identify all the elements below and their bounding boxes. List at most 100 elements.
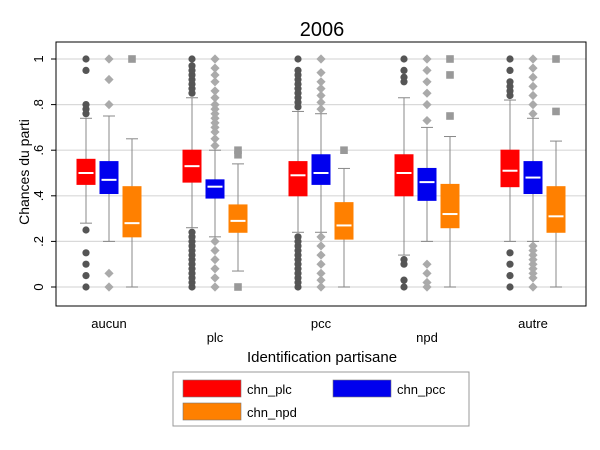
box-chn_pcc-aucun xyxy=(99,54,119,292)
outlier-point xyxy=(446,71,454,79)
outlier-point xyxy=(528,282,538,292)
outlier-point xyxy=(316,259,326,269)
outlier-point xyxy=(82,249,90,257)
outlier-point xyxy=(446,112,454,120)
box-body xyxy=(76,158,96,185)
outlier-point xyxy=(188,55,196,63)
box-chn_pcc-plc xyxy=(205,54,225,292)
outlier-point xyxy=(340,146,348,154)
box-chn_plc-pcc xyxy=(288,55,308,291)
legend: chn_plc chn_pcc chn_npd xyxy=(172,371,470,427)
outlier-point xyxy=(422,277,432,288)
outlier-point xyxy=(528,54,538,64)
box-body xyxy=(500,149,520,188)
box-chn_pcc-npd xyxy=(417,54,437,292)
outlier-point xyxy=(552,107,560,116)
box-chn_npd-npd xyxy=(440,55,460,288)
outlier-point xyxy=(400,55,408,63)
outlier-point xyxy=(400,73,408,81)
box-body xyxy=(334,202,354,240)
box-chn_npd-aucun xyxy=(122,55,142,288)
box-chn_npd-pcc xyxy=(334,146,354,288)
outlier-point xyxy=(506,66,514,74)
box-chn_npd-plc xyxy=(228,146,248,291)
outlier-point xyxy=(422,100,432,110)
outlier-point xyxy=(506,260,514,268)
outlier-point xyxy=(210,93,220,103)
outlier-point xyxy=(82,66,90,74)
outlier-point xyxy=(128,55,136,63)
outlier-point xyxy=(210,134,220,144)
outlier-point xyxy=(422,115,432,126)
outlier-point xyxy=(506,272,514,280)
outlier-point xyxy=(422,65,432,75)
legend-swatch xyxy=(182,379,242,398)
outlier-point xyxy=(104,100,114,110)
outlier-point xyxy=(316,104,326,114)
box-body xyxy=(394,154,414,197)
category-label: autre xyxy=(518,316,548,331)
outlier-point xyxy=(422,77,432,87)
outlier-point xyxy=(210,255,220,265)
outlier-point xyxy=(506,55,514,63)
outlier-point xyxy=(400,283,408,291)
outlier-point xyxy=(104,282,114,292)
outlier-point xyxy=(210,245,220,256)
outlier-point xyxy=(528,81,538,91)
box-chn_pcc-pcc xyxy=(311,54,331,292)
y-tick-label: 1 xyxy=(31,55,46,62)
outlier-point xyxy=(104,54,114,64)
outlier-point xyxy=(528,90,538,101)
outlier-point xyxy=(188,62,196,70)
outlier-point xyxy=(210,63,220,73)
outlier-point xyxy=(528,100,538,110)
outlier-point xyxy=(104,268,114,278)
axes: 0 .2 .4 .6 .8 1 aucun plc pcc npd autre xyxy=(31,41,587,345)
legend-label: chn_pcc xyxy=(397,382,446,397)
outlier-point xyxy=(294,233,302,241)
outlier-point xyxy=(210,77,220,87)
boxes xyxy=(76,54,566,292)
outlier-point xyxy=(188,228,196,236)
outlier-point xyxy=(422,88,432,98)
y-tick-label: 0 xyxy=(31,283,46,290)
box-chn_npd-autre xyxy=(546,55,566,288)
outlier-point xyxy=(400,276,408,284)
outlier-point xyxy=(294,66,302,74)
x-axis-label: Identification partisane xyxy=(247,349,397,366)
outlier-point xyxy=(234,283,242,291)
outlier-point xyxy=(506,283,514,291)
outlier-point xyxy=(400,256,408,264)
outlier-point xyxy=(316,84,326,94)
outlier-point xyxy=(506,249,514,257)
box-chn_plc-aucun xyxy=(76,55,96,291)
outlier-point xyxy=(316,241,326,251)
outlier-point xyxy=(528,241,538,251)
legend-swatch xyxy=(332,379,392,398)
outlier-point xyxy=(104,74,114,85)
outlier-point xyxy=(210,141,220,151)
outlier-point xyxy=(400,66,408,74)
y-tick-label: .2 xyxy=(31,236,46,247)
y-axis-label: Chances du parti xyxy=(16,119,32,225)
category-label: aucun xyxy=(91,316,126,331)
outlier-point xyxy=(316,282,326,292)
outlier-point xyxy=(316,68,326,78)
box-chn_plc-autre xyxy=(500,55,520,291)
box-chn_plc-npd xyxy=(394,55,414,291)
box-body xyxy=(228,204,248,233)
outlier-point xyxy=(446,55,454,63)
outlier-point xyxy=(210,54,220,64)
outlier-point xyxy=(82,101,90,109)
box-chn_plc-plc xyxy=(182,55,202,291)
outlier-point xyxy=(82,260,90,268)
outlier-point xyxy=(210,86,220,96)
outlier-point xyxy=(316,90,326,101)
outlier-point xyxy=(316,250,326,260)
category-label: pcc xyxy=(311,316,332,331)
legend-swatch xyxy=(182,402,242,421)
outlier-point xyxy=(210,264,220,274)
box-body xyxy=(546,186,566,233)
outlier-point xyxy=(210,236,220,246)
